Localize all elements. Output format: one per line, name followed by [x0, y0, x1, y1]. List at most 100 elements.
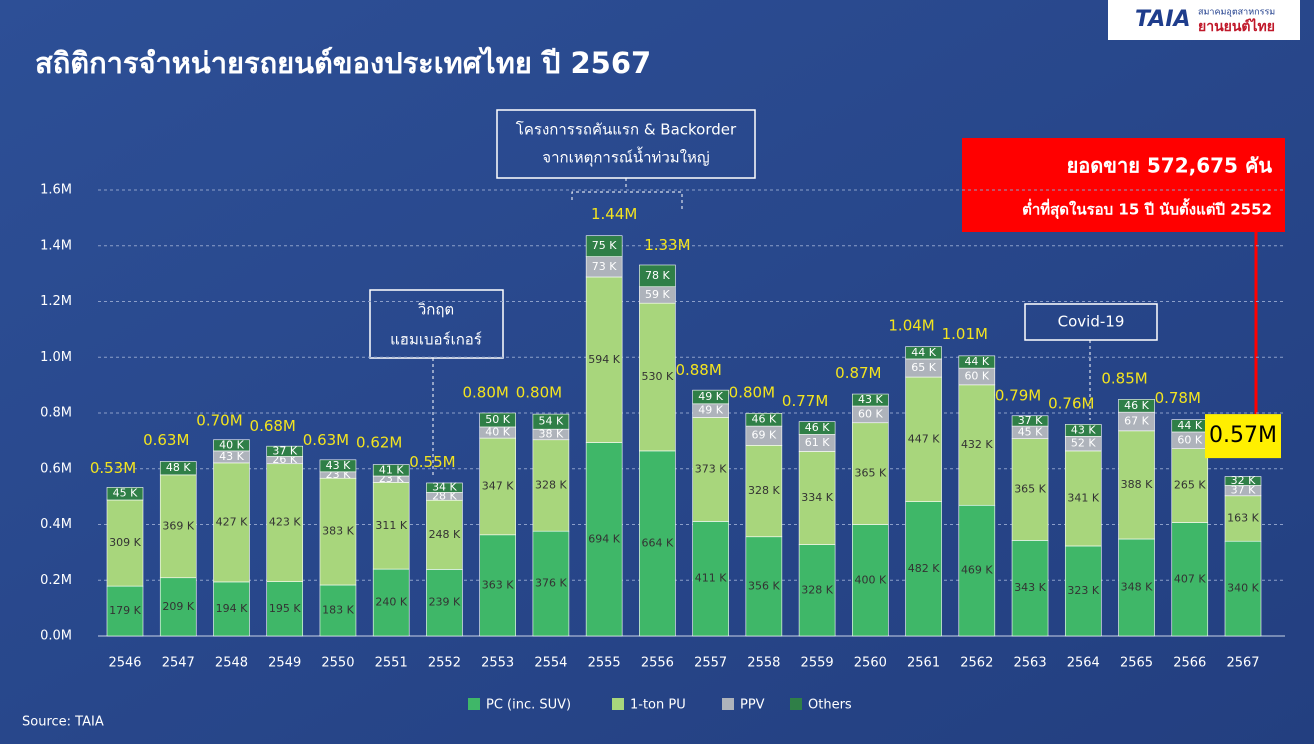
- bar-segment: [905, 346, 942, 360]
- legend-label: PC (inc. SUV): [486, 698, 571, 713]
- x-tick-label: 2550: [321, 656, 354, 671]
- total-label: 0.70M: [196, 411, 242, 429]
- segment-label: 40 K: [485, 426, 510, 439]
- total-label: 0.53M: [90, 459, 136, 477]
- segment-label: 328 K: [535, 478, 567, 491]
- total-label: 1.01M: [942, 325, 988, 343]
- annotation-box: [369, 289, 504, 359]
- segment-label: 400 K: [854, 573, 886, 586]
- segment-label: 323 K: [1067, 584, 1099, 597]
- segment-label: 194 K: [216, 602, 248, 615]
- legend-label: Others: [808, 698, 852, 713]
- segment-label: 334 K: [801, 491, 833, 504]
- segment-label: 423 K: [269, 516, 301, 529]
- segment-label: 59 K: [645, 288, 670, 301]
- bar-segment: [159, 577, 197, 637]
- bar-segment: [106, 487, 144, 501]
- legend-swatch: [722, 698, 734, 710]
- legend-label: PPV: [740, 698, 765, 713]
- segment-label: 432 K: [961, 438, 993, 451]
- bar-segment: [159, 474, 197, 579]
- total-label: 0.85M: [1101, 370, 1147, 388]
- x-tick-label: 2564: [1067, 656, 1100, 671]
- segment-label: 664 K: [642, 536, 674, 549]
- x-tick-label: 2554: [534, 656, 567, 671]
- segment-label: 411 K: [695, 572, 727, 585]
- segment-label: 46 K: [1124, 399, 1149, 412]
- segment-label: 309 K: [109, 536, 141, 549]
- bar-segment: [585, 442, 623, 637]
- bar-segment: [1064, 545, 1102, 637]
- segment-label: 328 K: [748, 484, 780, 497]
- x-tick-label: 2551: [375, 656, 408, 671]
- bar-segment: [1118, 430, 1155, 540]
- x-tick-label: 2563: [1014, 656, 1047, 671]
- segment-label: 163 K: [1227, 512, 1259, 525]
- bar-segment: [319, 584, 357, 637]
- bar-segment: [106, 499, 144, 587]
- bar-segment: [745, 412, 783, 427]
- bar-segment: [106, 585, 144, 637]
- bar-segment: [692, 389, 729, 405]
- segment-label: 482 K: [908, 562, 940, 575]
- segment-label: 427 K: [216, 515, 248, 528]
- segment-label: 365 K: [854, 467, 886, 480]
- bar-segment: [745, 445, 783, 538]
- y-tick-label: 0.8M: [40, 406, 72, 421]
- annotation-pointer: [571, 178, 683, 210]
- total-label: 0.79M: [995, 386, 1041, 404]
- legend-swatch: [468, 698, 480, 710]
- segment-label: 44 K: [964, 355, 989, 368]
- segment-label: 328 K: [801, 583, 833, 596]
- segment-label: 530 K: [642, 370, 674, 383]
- legend-swatch: [790, 698, 802, 710]
- total-label: 0.62M: [356, 434, 402, 452]
- total-label: 0.77M: [782, 392, 828, 410]
- bar-segment: [426, 569, 463, 637]
- total-label: 0.80M: [462, 384, 508, 402]
- segment-label: 239 K: [429, 596, 461, 609]
- total-label: 0.63M: [143, 431, 189, 449]
- bar-segment: [1011, 540, 1049, 637]
- bar-segment: [159, 461, 197, 476]
- segment-label: 49 K: [698, 404, 723, 417]
- bar-segment: [692, 417, 729, 522]
- segment-label: 37 K: [272, 444, 297, 457]
- bar-segment: [213, 462, 250, 583]
- total-label: 1.44M: [591, 205, 637, 223]
- segment-label: 43 K: [1071, 423, 1096, 436]
- annotation: แฮมเบอร์เกอร์: [390, 331, 482, 349]
- x-tick-label: 2558: [747, 656, 780, 671]
- bar-segment: [1011, 438, 1049, 541]
- x-tick-label: 2555: [588, 656, 621, 671]
- bar-segment: [1064, 424, 1102, 437]
- segment-label: 356 K: [748, 579, 780, 592]
- segment-label: 240 K: [375, 596, 407, 609]
- bar-segment: [1224, 495, 1262, 542]
- segment-label: 347 K: [482, 479, 514, 492]
- segment-label: 52 K: [1071, 437, 1096, 450]
- bar-segment: [585, 276, 623, 443]
- segment-label: 365 K: [1014, 483, 1046, 496]
- bar-segment: [266, 581, 304, 637]
- bar-segment: [1011, 415, 1049, 427]
- segment-label: 248 K: [429, 528, 461, 541]
- bar-segment: [1118, 399, 1155, 413]
- x-tick-label: 2546: [108, 656, 141, 671]
- bar-segment: [479, 437, 516, 536]
- bar-segment: [798, 451, 836, 545]
- x-tick-label: 2561: [907, 656, 940, 671]
- bar-segment: [585, 235, 623, 257]
- highlight-text: ต่ำที่สุดในรอบ 15 ปี นับตั้งแต่ปี 2552: [1022, 198, 1272, 220]
- bar-segment: [745, 536, 783, 637]
- annotation: วิกฤต: [417, 301, 454, 319]
- segment-label: 340 K: [1227, 582, 1259, 595]
- total-label: 0.55M: [409, 453, 455, 471]
- logo-box: [1108, 0, 1300, 40]
- total-label-box: [1205, 414, 1281, 459]
- segment-label: 60 K: [964, 369, 989, 382]
- logo: TAIA: [1135, 7, 1191, 32]
- total-label: 0.88M: [675, 361, 721, 379]
- total-label: 0.87M: [835, 364, 881, 382]
- segment-label: 43 K: [858, 393, 883, 406]
